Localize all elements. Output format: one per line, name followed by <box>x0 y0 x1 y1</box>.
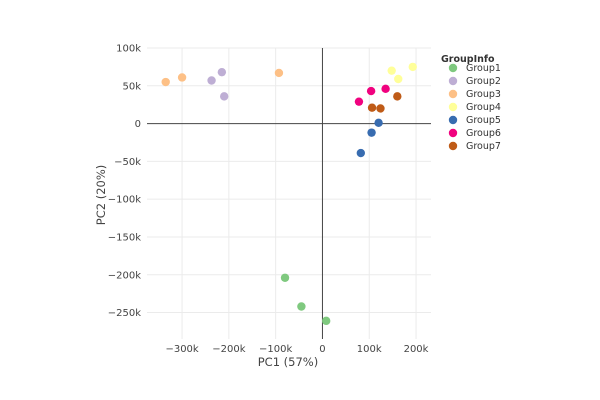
y-tick-label: 50k <box>122 81 141 92</box>
legend-item-group1[interactable]: Group1 <box>448 63 501 74</box>
legend-item-group4[interactable]: Group4 <box>448 102 501 113</box>
data-point[interactable] <box>393 92 402 101</box>
y-axis-title: PC2 (20%) <box>94 165 108 225</box>
legend-marker <box>448 115 458 125</box>
y-tick-label: 0 <box>135 119 141 130</box>
series-group4 <box>387 62 417 84</box>
x-tick-label: −200k <box>212 344 245 355</box>
legend-item-group7[interactable]: Group7 <box>448 141 501 152</box>
data-point[interactable] <box>321 316 331 326</box>
data-point[interactable] <box>161 77 170 87</box>
data-point[interactable] <box>408 62 417 72</box>
legend-label: Group2 <box>466 76 501 87</box>
series-group7 <box>367 92 402 113</box>
y-tick-label: −200k <box>108 270 141 281</box>
data-point[interactable] <box>297 302 306 311</box>
legend-title: GroupInfo <box>441 54 495 65</box>
series-group1 <box>280 273 331 326</box>
legend-marker <box>448 128 458 138</box>
data-point[interactable] <box>356 148 366 158</box>
x-tick-label: 200k <box>404 344 429 355</box>
data-point[interactable] <box>177 73 187 82</box>
legend-label: Group6 <box>466 128 501 139</box>
x-axis-title: PC1 (57%) <box>258 355 318 369</box>
data-point[interactable] <box>280 273 290 282</box>
x-tick-label: −300k <box>165 344 198 355</box>
y-tick-label: 100k <box>116 44 141 55</box>
legend-marker <box>448 89 458 99</box>
legend-label: Group3 <box>466 89 501 100</box>
zero-lines <box>147 48 431 339</box>
y-tick-label: −150k <box>108 232 141 243</box>
y-tick-label: −250k <box>108 308 141 319</box>
x-tick-labels: −300k −200k −100k 0 100k 200k <box>165 344 428 355</box>
y-tick-label: −50k <box>114 157 141 168</box>
data-point[interactable] <box>367 103 377 112</box>
legend: GroupInfo Group1 Group2 Group3 Group4 Group5… <box>441 54 501 152</box>
x-tick-label: 100k <box>357 344 382 355</box>
legend-item-group3[interactable]: Group3 <box>448 89 501 100</box>
series-group3 <box>161 68 284 87</box>
x-tick-label: −100k <box>259 344 292 355</box>
legend-label: Group7 <box>466 141 501 152</box>
data-point[interactable] <box>376 104 385 113</box>
legend-items: Group1 Group2 Group3 Group4 Group5 Group6 Grou… <box>448 63 501 152</box>
legend-marker <box>448 76 458 86</box>
grid-layer <box>147 47 431 339</box>
y-tick-labels: 100k 50k 0 −50k −100k −150k −200k −250k <box>108 44 141 320</box>
data-point[interactable] <box>354 97 364 106</box>
legend-marker <box>448 63 458 73</box>
legend-item-group5[interactable]: Group5 <box>448 115 501 126</box>
data-point[interactable] <box>387 66 396 75</box>
data-point[interactable] <box>367 128 376 137</box>
legend-marker <box>448 141 458 151</box>
data-point[interactable] <box>219 92 229 101</box>
x-tick-label: 0 <box>319 344 325 355</box>
data-point[interactable] <box>366 86 376 96</box>
series-group6 <box>354 84 390 106</box>
data-point[interactable] <box>274 68 284 78</box>
legend-item-group6[interactable]: Group6 <box>448 128 501 139</box>
points-layer <box>161 62 417 326</box>
legend-label: Group1 <box>466 63 501 74</box>
data-point[interactable] <box>394 74 403 84</box>
legend-label: Group5 <box>466 115 501 126</box>
data-point[interactable] <box>217 67 227 77</box>
data-point[interactable] <box>374 118 383 128</box>
legend-label: Group4 <box>466 102 501 113</box>
series-group2 <box>207 67 229 101</box>
legend-marker <box>448 102 458 112</box>
legend-item-group2[interactable]: Group2 <box>448 76 501 87</box>
data-point[interactable] <box>381 84 390 94</box>
y-tick-label: −100k <box>108 195 141 206</box>
series-group5 <box>356 118 383 158</box>
data-point[interactable] <box>207 76 216 85</box>
